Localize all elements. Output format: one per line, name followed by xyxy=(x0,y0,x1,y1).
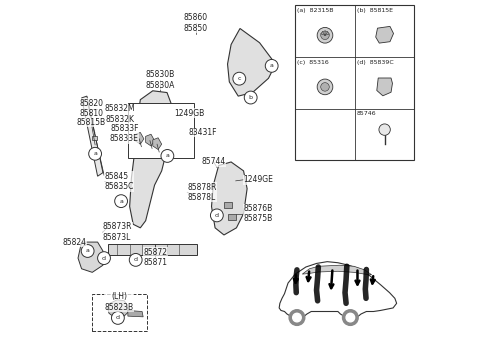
Polygon shape xyxy=(302,265,372,275)
Text: d: d xyxy=(116,315,120,320)
Text: a: a xyxy=(119,199,123,204)
Polygon shape xyxy=(153,138,162,150)
Text: 85833F
85833E: 85833F 85833E xyxy=(109,124,139,143)
Circle shape xyxy=(265,59,278,72)
Text: 85744: 85744 xyxy=(202,157,226,167)
Polygon shape xyxy=(224,202,232,208)
Polygon shape xyxy=(377,78,393,96)
Polygon shape xyxy=(135,132,144,144)
Text: 85860
85850: 85860 85850 xyxy=(183,14,207,33)
Text: 85845
85835C: 85845 85835C xyxy=(105,172,134,191)
Text: (c)  85316: (c) 85316 xyxy=(297,60,329,65)
Text: a: a xyxy=(166,153,169,158)
Polygon shape xyxy=(212,162,247,235)
Circle shape xyxy=(321,83,329,91)
Polygon shape xyxy=(130,91,172,228)
Text: d: d xyxy=(215,213,219,218)
Circle shape xyxy=(379,124,390,135)
Text: 85876B
85875B: 85876B 85875B xyxy=(243,204,273,223)
Text: d: d xyxy=(102,256,106,261)
Polygon shape xyxy=(78,242,103,272)
Polygon shape xyxy=(376,26,394,43)
Polygon shape xyxy=(228,214,237,220)
Polygon shape xyxy=(92,136,97,140)
Text: a: a xyxy=(270,63,274,68)
Text: 85815B: 85815B xyxy=(77,118,106,127)
Text: 85824: 85824 xyxy=(62,237,86,247)
Circle shape xyxy=(115,195,128,208)
Circle shape xyxy=(111,312,124,324)
Text: 85878R
85878L: 85878R 85878L xyxy=(187,183,216,202)
Polygon shape xyxy=(108,300,128,318)
FancyBboxPatch shape xyxy=(92,294,147,331)
Text: 85746: 85746 xyxy=(357,111,376,116)
Circle shape xyxy=(233,72,246,85)
Circle shape xyxy=(317,79,333,95)
Circle shape xyxy=(244,91,257,104)
Text: (b)  85815E: (b) 85815E xyxy=(357,8,393,13)
Text: 85820
85810: 85820 85810 xyxy=(79,99,103,118)
Circle shape xyxy=(161,150,174,162)
Circle shape xyxy=(343,310,358,325)
Polygon shape xyxy=(228,28,276,96)
Circle shape xyxy=(129,253,142,266)
Text: 1249GB: 1249GB xyxy=(174,109,204,118)
Text: b: b xyxy=(249,95,252,100)
Circle shape xyxy=(97,252,110,265)
Text: a: a xyxy=(93,151,97,156)
Text: 1249GE: 1249GE xyxy=(243,175,274,184)
Polygon shape xyxy=(279,262,396,318)
Text: 85830B
85830A: 85830B 85830A xyxy=(145,70,175,90)
Circle shape xyxy=(317,27,333,43)
Polygon shape xyxy=(145,134,155,146)
Circle shape xyxy=(210,209,223,222)
Circle shape xyxy=(346,313,355,322)
FancyBboxPatch shape xyxy=(128,103,194,158)
Circle shape xyxy=(289,310,305,325)
Circle shape xyxy=(81,245,94,257)
Polygon shape xyxy=(108,244,197,255)
Circle shape xyxy=(321,31,329,40)
Text: (LH)
85823B: (LH) 85823B xyxy=(104,292,133,312)
Text: d: d xyxy=(134,257,138,262)
Text: 85872
85871: 85872 85871 xyxy=(143,248,167,267)
Text: 83431F: 83431F xyxy=(188,128,217,137)
Polygon shape xyxy=(82,96,103,176)
Text: 85832M
85832K: 85832M 85832K xyxy=(104,104,135,124)
Circle shape xyxy=(89,147,101,160)
Text: a: a xyxy=(86,248,90,253)
Text: c: c xyxy=(238,76,241,81)
Text: (a)  82315B: (a) 82315B xyxy=(297,8,334,13)
Polygon shape xyxy=(128,310,143,317)
Bar xyxy=(295,5,414,160)
Text: (d)  85839C: (d) 85839C xyxy=(357,60,393,65)
Circle shape xyxy=(293,313,301,322)
Text: 85873R
85873L: 85873R 85873L xyxy=(103,222,132,242)
